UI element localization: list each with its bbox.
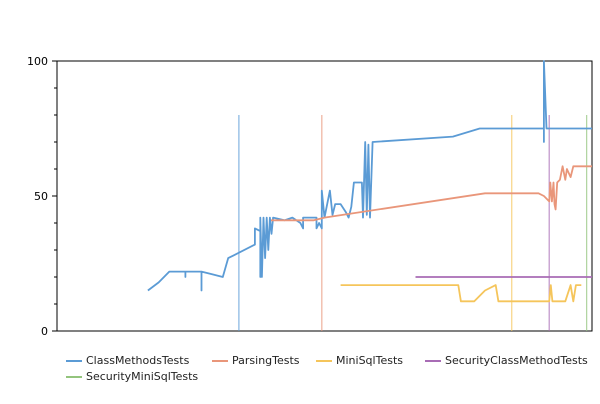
- series-line-parsingtests: [271, 165, 592, 222]
- series-line-minisqltests: [340, 284, 582, 303]
- legend-label: SecurityMiniSqlTests: [86, 370, 199, 383]
- legend-item: SecurityClassMethodTests: [425, 354, 588, 367]
- legend-item: ParsingTests: [212, 354, 300, 367]
- legend-item: MiniSqlTests: [316, 354, 403, 367]
- legend-swatch: [425, 359, 441, 362]
- legend-swatch: [66, 359, 82, 362]
- y-tick-label: 50: [34, 190, 48, 203]
- legend-label: SecurityClassMethodTests: [445, 354, 588, 367]
- legend-item: ClassMethodsTests: [66, 354, 189, 367]
- legend-swatch: [66, 375, 82, 378]
- legend-label: ParsingTests: [232, 354, 300, 367]
- legend-label: ClassMethodsTests: [86, 354, 190, 367]
- legend-item: SecurityMiniSqlTests: [66, 370, 198, 383]
- series-line-classmethodstests: [147, 60, 592, 292]
- y-tick-label: 100: [27, 55, 48, 68]
- y-tick-label: 0: [41, 325, 48, 338]
- legend-swatch: [316, 359, 332, 362]
- legend-swatch: [212, 359, 228, 362]
- legend-label: MiniSqlTests: [336, 354, 403, 367]
